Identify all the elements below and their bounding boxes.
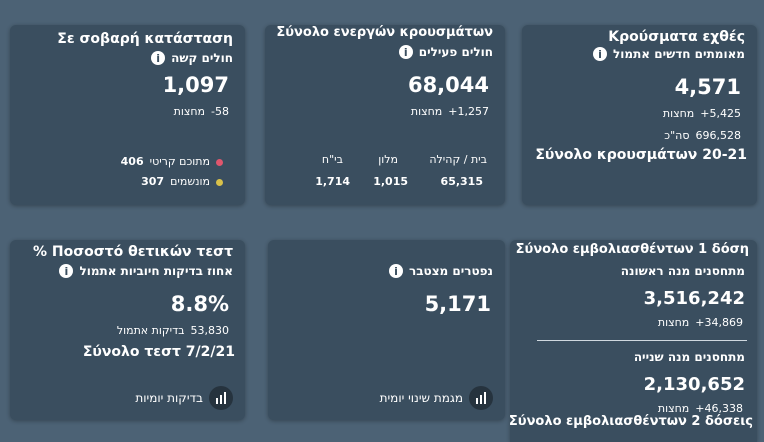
legend-item: מתוכם קריטי 406 xyxy=(121,155,223,168)
change-label: מחצות xyxy=(173,105,206,118)
change-label: מחצות xyxy=(410,105,443,118)
card: Σε σοβαρή κατάσταση חולים קשה i 1,097 -58… xyxy=(10,25,245,205)
change-row: +1,257 מחצות xyxy=(411,105,489,118)
card: Σύνολο εμβολιασθέντων 1 δόση מתחסנים מנה… xyxy=(508,240,757,442)
card-title: Σε σοβαρή κατάσταση xyxy=(57,31,233,47)
card-subtitle: נפטרים מצטבר i xyxy=(389,264,493,278)
big-value: 3,516,242 xyxy=(643,288,745,309)
legend-item: מונשמים 307 xyxy=(141,175,223,188)
info-icon[interactable]: i xyxy=(398,45,413,59)
change-row: -58 מחצות xyxy=(174,105,229,118)
change-label: מחצות xyxy=(657,316,690,329)
subtitle-text: אחוז בדיקות חיוביות אתמול xyxy=(79,264,233,278)
big-value: 2,130,652 xyxy=(643,374,745,395)
card-subtitle: חולים פעילים i xyxy=(398,45,493,59)
card-title: Σύνολο εμβολιασθέντων 1 δόση xyxy=(515,242,749,257)
card-title: Σύνολο ενεργών κρουσμάτων xyxy=(276,25,493,40)
button-label: מגמת שינוי יומית xyxy=(379,391,463,405)
card-subtitle: מתחסנים מנה שנייה xyxy=(633,350,745,364)
card-subtitle: אחוז בדיקות חיוביות אתמול i xyxy=(59,264,233,278)
change: +34,869 xyxy=(695,316,743,329)
card-title: Κρούσματα εχθές xyxy=(608,29,745,45)
change: +46,338 xyxy=(695,402,743,415)
column-label: בי"ח xyxy=(321,153,343,166)
column-value: 1,015 xyxy=(373,175,408,188)
change: -58 xyxy=(211,105,229,118)
column-label: בית / קהילה xyxy=(429,153,487,166)
subtitle-text: נפטרים מצטבר xyxy=(409,264,493,278)
info-icon[interactable]: i xyxy=(151,51,166,65)
card-footer: Σύνολο τεστ 7/2/21 xyxy=(82,344,235,360)
legend-label: מתוכם קריטי xyxy=(149,155,210,168)
change-label: בדיקות אתמול xyxy=(116,324,185,337)
change: 53,830 xyxy=(190,324,230,337)
chart-button[interactable]: בדיקות יומיות xyxy=(135,386,233,410)
change-row: +46,338 מחצות xyxy=(658,402,743,415)
column-label: מלון xyxy=(378,153,398,166)
column-value: 65,315 xyxy=(440,175,483,188)
info-icon[interactable]: i xyxy=(593,47,608,61)
total-row: 696,528 סה"כ xyxy=(664,129,741,142)
card: Σύνολο ενεργών κρουσμάτων חולים פעילים i … xyxy=(265,25,505,205)
big-value: 68,044 xyxy=(407,73,489,97)
change-label: מחצות xyxy=(657,402,690,415)
subtitle-text: חולים קשה xyxy=(171,51,233,65)
subtitle-text: חולים פעילים xyxy=(418,45,493,59)
legend-value: 307 xyxy=(141,175,165,188)
change-label: מחצות xyxy=(662,107,695,120)
subtitle-text: מאומתים חדשים אתמול xyxy=(613,47,745,61)
big-value: 8.8% xyxy=(170,292,229,316)
card-title: Ποσοστό θετικών τεστ % xyxy=(33,244,233,260)
info-icon[interactable]: i xyxy=(59,264,74,278)
legend-label: מונשמים xyxy=(170,175,210,188)
info-icon[interactable]: i xyxy=(389,264,404,278)
card-footer: Σύνολο εμβολιασθέντων 2 δόσεις xyxy=(508,414,753,429)
change: +5,425 xyxy=(700,107,741,120)
big-value: 1,097 xyxy=(162,73,229,97)
card-subtitle: חולים קשה i xyxy=(151,51,233,65)
card: Κρούσματα εχθές מאומתים חדשים אתמול i 4,5… xyxy=(522,25,757,205)
button-label: בדיקות יומיות xyxy=(135,391,203,405)
change-row: 53,830 בדיקות אתמול xyxy=(117,324,229,337)
legend-dot xyxy=(216,179,223,186)
card: Ποσοστό θετικών τεστ % אחוז בדיקות חיובי… xyxy=(10,240,245,420)
total-label: סה"כ xyxy=(664,129,690,142)
total: 696,528 xyxy=(695,129,742,142)
legend-dot xyxy=(216,159,223,166)
change: +1,257 xyxy=(448,105,489,118)
separator xyxy=(537,340,747,341)
card-subtitle: מתחסנים מנה ראשונה xyxy=(620,264,745,278)
big-value: 4,571 xyxy=(674,75,741,99)
card-footer: Σύνολο κρουσμάτων 20-21 xyxy=(535,147,747,163)
chart-button[interactable]: מגמת שינוי יומית xyxy=(380,386,493,410)
chart-icon xyxy=(469,386,493,410)
card: נפטרים מצטבר i 5,171 מגמת שינוי יומית xyxy=(268,240,505,420)
card-subtitle: מאומתים חדשים אתמול i xyxy=(593,47,745,61)
bars xyxy=(216,392,226,404)
bars xyxy=(476,392,486,404)
change-row: +5,425 מחצות xyxy=(663,107,741,120)
legend-value: 406 xyxy=(120,155,144,168)
column-value: 1,714 xyxy=(315,175,350,188)
change-row: +34,869 מחצות xyxy=(658,316,743,329)
chart-icon xyxy=(209,386,233,410)
big-value: 5,171 xyxy=(424,292,491,316)
